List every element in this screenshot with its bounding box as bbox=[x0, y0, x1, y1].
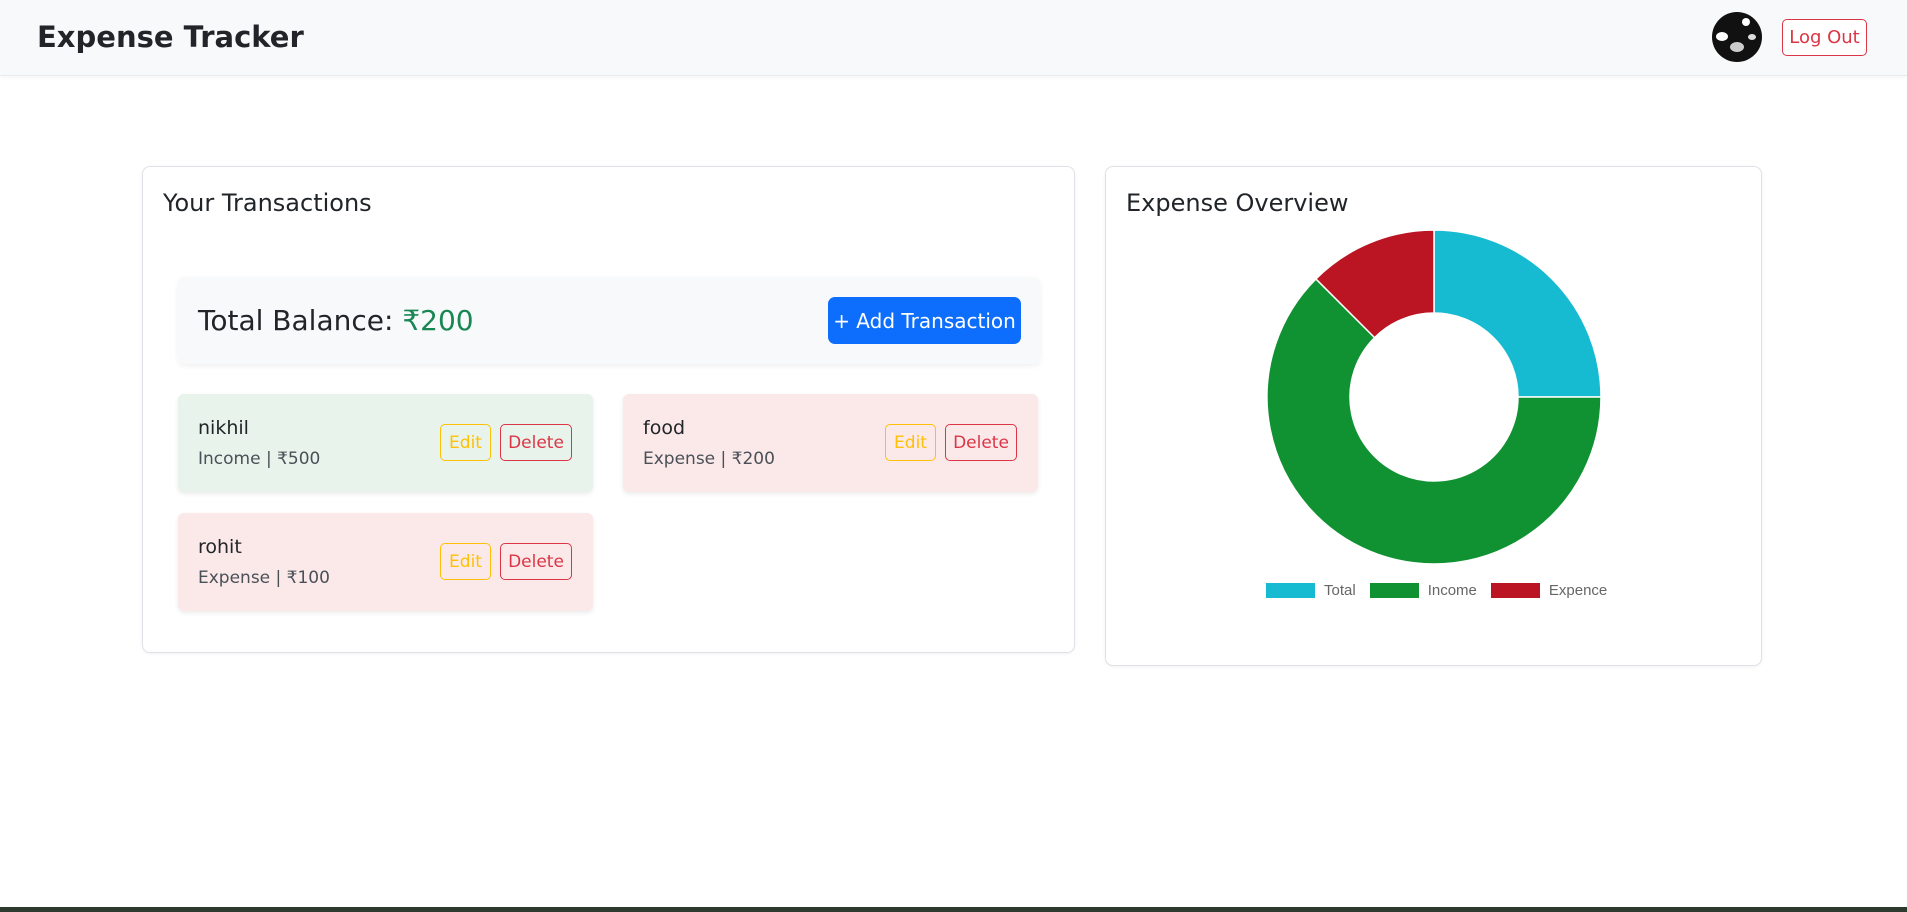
donut-slice-expence[interactable] bbox=[1314, 229, 1435, 339]
add-transaction-button[interactable]: + Add Transaction bbox=[828, 297, 1021, 344]
transaction-card: rohit Expense | ₹100 Edit Delete bbox=[178, 513, 593, 611]
overview-card: Expense Overview Total Income Expence bbox=[1105, 166, 1762, 666]
legend-item[interactable]: Expence bbox=[1490, 582, 1608, 599]
delete-button[interactable]: Delete bbox=[500, 424, 572, 461]
transaction-meta: Expense | ₹100 bbox=[198, 568, 330, 588]
delete-button[interactable]: Delete bbox=[500, 543, 572, 580]
app-brand[interactable]: Expense Tracker bbox=[37, 20, 304, 54]
edit-button[interactable]: Edit bbox=[885, 424, 936, 461]
legend-swatch bbox=[1369, 583, 1419, 598]
legend-label: Income bbox=[1427, 582, 1477, 599]
avatar[interactable] bbox=[1712, 12, 1762, 62]
bottom-edge bbox=[0, 907, 1907, 912]
total-balance: Total Balance: ₹200 bbox=[198, 304, 474, 337]
legend-swatch bbox=[1490, 583, 1540, 598]
edit-button[interactable]: Edit bbox=[440, 543, 491, 580]
legend-label: Total bbox=[1324, 582, 1356, 599]
balance-value: ₹200 bbox=[402, 304, 474, 337]
donut-slice-total[interactable] bbox=[1433, 229, 1602, 398]
edit-button[interactable]: Edit bbox=[440, 424, 491, 461]
legend-swatch bbox=[1266, 583, 1315, 598]
legend-label: Expence bbox=[1548, 582, 1608, 599]
transaction-meta: Income | ₹500 bbox=[198, 449, 321, 469]
balance-panel: Total Balance: ₹200 + Add Transaction bbox=[178, 277, 1040, 364]
donut-slice-income[interactable] bbox=[1266, 277, 1602, 565]
delete-button[interactable]: Delete bbox=[945, 424, 1017, 461]
transactions-title: Your Transactions bbox=[163, 189, 372, 217]
legend-item[interactable]: Total bbox=[1266, 582, 1356, 599]
transaction-name: rohit bbox=[198, 536, 242, 558]
expense-donut-chart[interactable] bbox=[1106, 227, 1763, 577]
transaction-name: food bbox=[643, 417, 685, 439]
transaction-card: food Expense | ₹200 Edit Delete bbox=[623, 394, 1038, 492]
navbar: Expense Tracker Log Out bbox=[0, 0, 1907, 76]
transaction-name: nikhil bbox=[198, 417, 249, 439]
transaction-card: nikhil Income | ₹500 Edit Delete bbox=[178, 394, 593, 492]
chart-legend: Total Income Expence bbox=[1266, 582, 1621, 599]
balance-label: Total Balance: bbox=[198, 304, 403, 337]
legend-item[interactable]: Income bbox=[1369, 582, 1477, 599]
overview-title: Expense Overview bbox=[1126, 189, 1349, 217]
transaction-meta: Expense | ₹200 bbox=[643, 449, 775, 469]
transactions-card: Your Transactions Total Balance: ₹200 + … bbox=[142, 166, 1075, 653]
logout-button[interactable]: Log Out bbox=[1782, 19, 1867, 56]
